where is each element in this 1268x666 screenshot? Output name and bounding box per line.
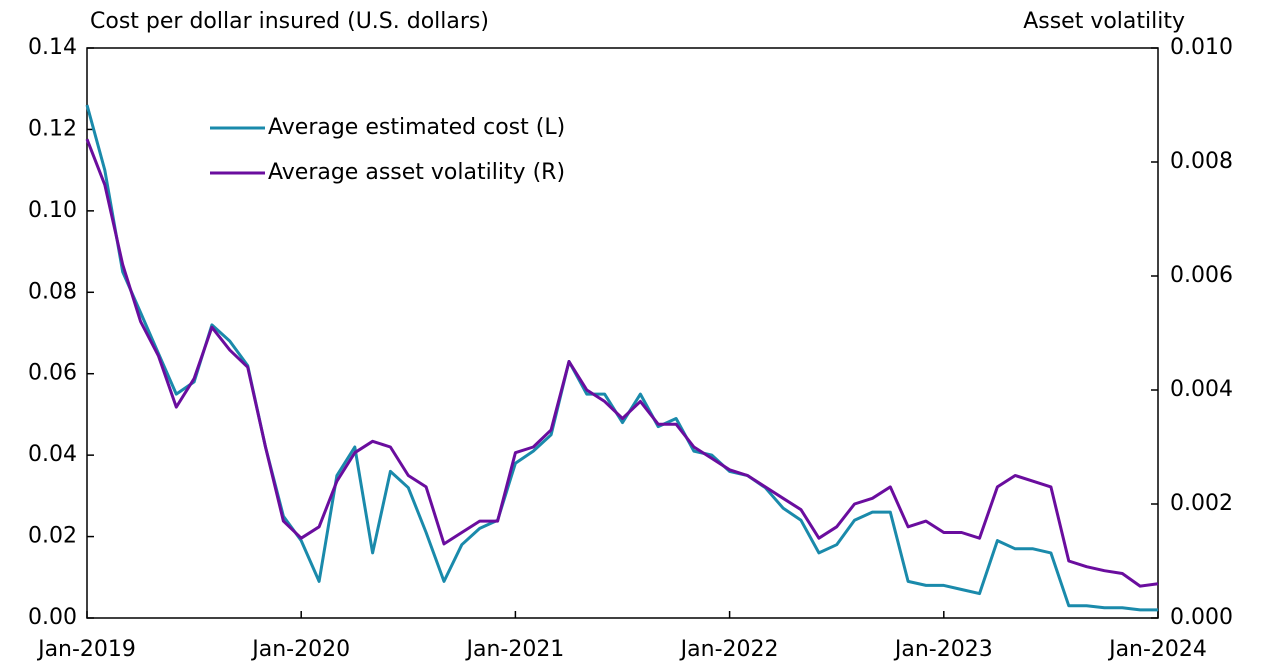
x-tick-label: Jan-2023 [893, 637, 993, 662]
y2-tick-label: 0.008 [1170, 149, 1233, 174]
y2-tick-label: 0.000 [1170, 605, 1233, 630]
y-tick-label: 0.04 [28, 442, 77, 467]
series-line [85, 104, 1158, 612]
y-axis-label: Cost per dollar insured (U.S. dollars) [90, 9, 489, 34]
plot-frame [86, 47, 1159, 619]
y2-axis-label: Asset volatility [1023, 9, 1185, 34]
y2-tick-label: 0.002 [1170, 491, 1233, 516]
series-line [85, 138, 1159, 588]
y-tick-label: 0.12 [28, 116, 77, 141]
y-tick-label: 0.00 [28, 605, 77, 630]
y2-tick-label: 0.004 [1170, 377, 1233, 402]
y-tick-label: 0.08 [28, 279, 77, 304]
legend-label: Average estimated cost (L) [268, 115, 565, 140]
y2-tick-label: 0.010 [1170, 35, 1233, 60]
y-tick-label: 0.10 [28, 198, 77, 223]
x-tick-label: Jan-2024 [1107, 637, 1207, 662]
y-tick-label: 0.02 [28, 524, 77, 549]
legend-label: Average asset volatility (R) [268, 160, 565, 185]
x-tick-label: Jan-2020 [250, 637, 350, 662]
y-tick-label: 0.06 [28, 361, 77, 386]
x-tick-label: Jan-2021 [464, 637, 564, 662]
x-tick-label: Jan-2022 [679, 637, 779, 662]
y-tick-label: 0.14 [28, 35, 77, 60]
x-tick-label: Jan-2019 [36, 637, 136, 662]
y2-tick-label: 0.006 [1170, 263, 1233, 288]
